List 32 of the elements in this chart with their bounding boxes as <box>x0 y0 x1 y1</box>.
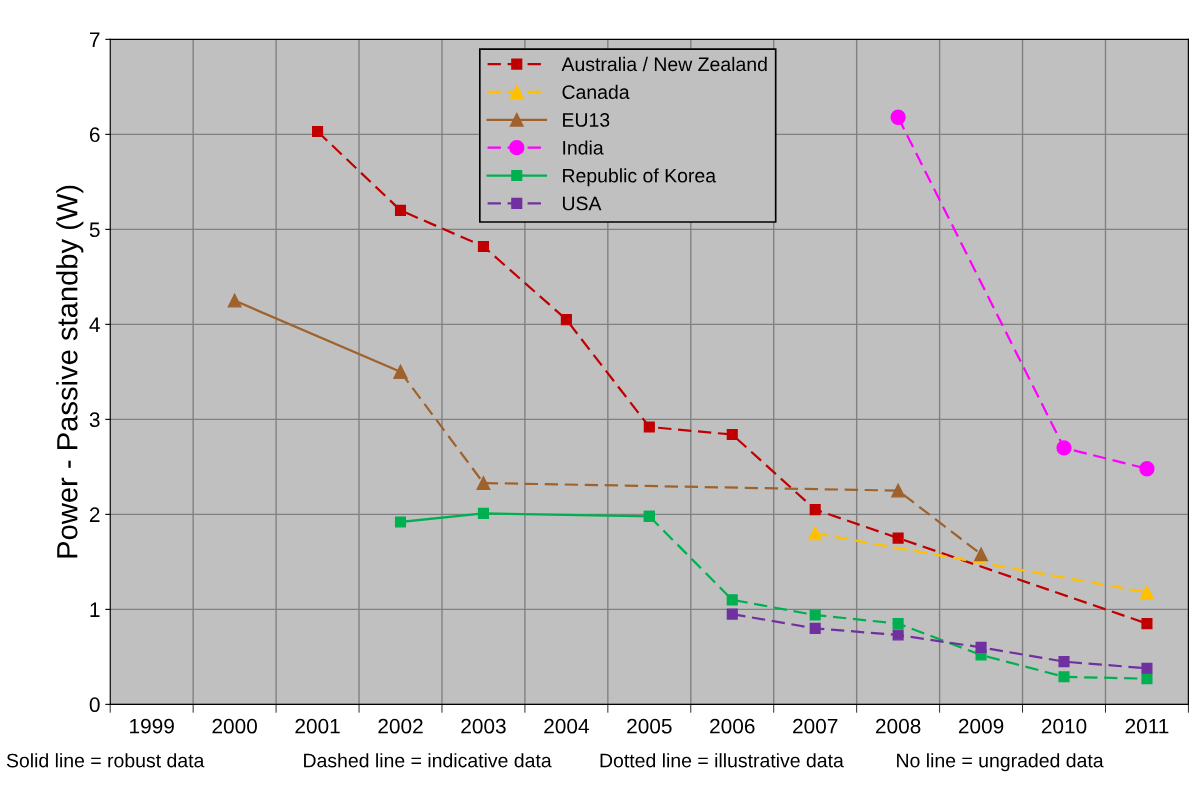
x-tick-label: 2005 <box>627 718 672 734</box>
legend-label: Australia / New Zealand <box>561 56 767 72</box>
x-tick-label: 2008 <box>876 718 921 734</box>
y-tick-label: 1 <box>90 602 100 617</box>
x-tick-label: 2010 <box>1041 718 1087 734</box>
y-tick-label: 3 <box>89 412 100 428</box>
x-tick-label: 2002 <box>378 718 423 734</box>
x-tick-label: 2003 <box>461 718 506 734</box>
x-tick-label: 2007 <box>793 718 838 734</box>
legend-label: EU13 <box>563 113 610 127</box>
x-tick-label: 2004 <box>544 718 589 734</box>
x-tick-label: 2006 <box>710 718 755 734</box>
y-axis-title: Power - Passive standby (W) <box>56 185 84 558</box>
y-tick-label: 4 <box>89 317 100 332</box>
legend-label: Canada <box>562 84 630 99</box>
x-tick-label: 2001 <box>295 718 340 734</box>
text: Solid line = robust data <box>6 753 205 768</box>
y-tick-label: 6 <box>89 127 100 143</box>
x-tick-label: 1999 <box>130 718 174 734</box>
y-tick-label: 0 <box>89 697 100 713</box>
y-tick-label: 5 <box>89 222 100 238</box>
x-tick-label: 2011 <box>1125 718 1169 734</box>
x-tick-label: 2000 <box>212 718 257 734</box>
legend-label: USA <box>562 196 602 211</box>
text: Dotted line = illustrative data <box>600 753 844 768</box>
text: Dashed line = indicative data <box>304 753 552 768</box>
x-tick-label: 2009 <box>958 718 1004 734</box>
y-tick-label: 2 <box>89 507 100 522</box>
legend-label: Republic of Korea <box>563 168 717 187</box>
legend-label: India <box>563 140 604 155</box>
text: No line = ungraded data <box>897 753 1104 772</box>
y-tick-label: 7 <box>89 32 100 47</box>
